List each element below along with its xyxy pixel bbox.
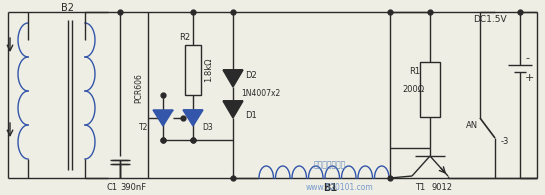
Text: D2: D2 — [245, 72, 257, 81]
Polygon shape — [223, 101, 243, 118]
Polygon shape — [183, 110, 203, 126]
Text: 9012: 9012 — [432, 183, 452, 192]
Text: AN: AN — [466, 121, 478, 130]
Text: B2: B2 — [62, 3, 75, 13]
Text: R2: R2 — [179, 34, 191, 43]
Bar — [420, 62, 440, 117]
Text: -: - — [525, 53, 529, 63]
Text: R1: R1 — [409, 67, 421, 76]
Text: -3: -3 — [501, 136, 509, 145]
Text: PCR606: PCR606 — [135, 73, 143, 103]
Polygon shape — [223, 70, 243, 87]
Text: T1: T1 — [415, 183, 425, 192]
Text: 1.8kΩ: 1.8kΩ — [204, 58, 214, 82]
Text: 200Ω: 200Ω — [402, 85, 424, 95]
Text: D1: D1 — [245, 111, 257, 120]
Text: T2: T2 — [138, 123, 148, 132]
Text: +: + — [525, 73, 535, 83]
Text: C1: C1 — [106, 183, 118, 192]
Text: 家电维修资料网: 家电维修资料网 — [314, 160, 346, 169]
Text: B1: B1 — [323, 183, 337, 193]
Text: DC1.5V: DC1.5V — [473, 15, 507, 25]
Text: www.520101.com: www.520101.com — [306, 183, 374, 192]
Polygon shape — [153, 110, 173, 126]
Bar — [185, 45, 201, 95]
Text: D3: D3 — [203, 123, 214, 132]
Text: 1N4007x2: 1N4007x2 — [241, 90, 281, 98]
Text: 390nF: 390nF — [120, 183, 146, 192]
